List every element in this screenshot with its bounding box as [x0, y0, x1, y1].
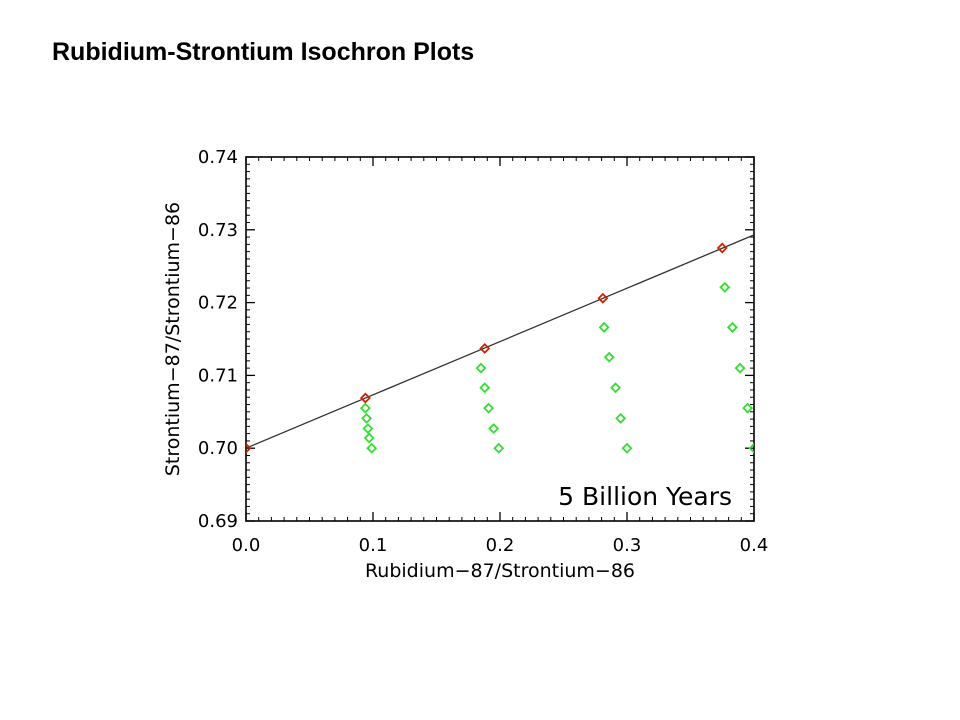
- decay-point: [748, 442, 754, 454]
- decay-point: [361, 412, 373, 424]
- y-tick-label: 0.73: [198, 220, 238, 241]
- x-tick-label: 0.4: [740, 535, 769, 556]
- y-tick-label: 0.70: [198, 438, 238, 459]
- decay-point: [610, 382, 622, 394]
- isochron-point: [479, 342, 491, 354]
- slide-title: Rubidium-Strontium Isochron Plots: [52, 38, 475, 66]
- isochron-point: [597, 292, 609, 304]
- chart-annotation: 5 Billion Years: [558, 482, 732, 511]
- decay-point: [726, 321, 738, 333]
- y-tick-label: 0.71: [198, 365, 238, 386]
- y-axis-label: Strontium−87/Strontium−86: [162, 202, 184, 476]
- x-tick-label: 0.3: [613, 535, 642, 556]
- decay-point: [366, 442, 378, 454]
- decay-point: [362, 423, 374, 435]
- decay-point: [483, 402, 495, 414]
- decay-point: [598, 321, 610, 333]
- decay-point: [493, 442, 505, 454]
- decay-point: [603, 351, 615, 363]
- decay-point: [488, 423, 500, 435]
- x-tick-label: 0.0: [232, 535, 261, 556]
- y-tick-label: 0.74: [198, 147, 238, 168]
- y-tick-label: 0.69: [198, 511, 238, 532]
- decay-point: [479, 382, 491, 394]
- x-axis-label: Rubidium−87/Strontium−86: [365, 560, 635, 582]
- plot-frame: [245, 156, 755, 522]
- decay-point: [621, 442, 633, 454]
- decay-point: [719, 281, 731, 293]
- x-tick-label: 0.2: [486, 535, 515, 556]
- decay-point: [734, 362, 746, 374]
- decay-point: [475, 362, 487, 374]
- x-tick-label: 0.1: [359, 535, 388, 556]
- isochron-line: [246, 234, 754, 449]
- isochron-point: [246, 442, 252, 454]
- decay-point: [742, 402, 754, 414]
- isochron-point: [716, 242, 728, 254]
- decay-point: [615, 412, 627, 424]
- decay-point: [359, 402, 371, 414]
- decay-point: [363, 432, 375, 444]
- isochron-point: [359, 392, 371, 404]
- y-tick-label: 0.72: [198, 293, 238, 314]
